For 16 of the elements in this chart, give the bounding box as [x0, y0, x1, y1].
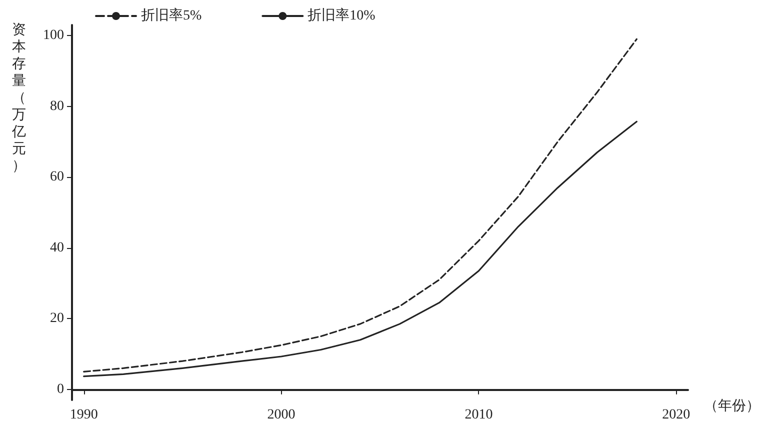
y-tick-label: 40 [50, 240, 64, 256]
y-tick-label: 100 [43, 28, 64, 44]
y-tick-label: 20 [50, 311, 64, 326]
line-series [83, 120, 638, 378]
legend-label: 折旧率5% [141, 8, 202, 24]
text: 资本存量（万亿元） [12, 23, 26, 174]
y-tick-label: 0 [57, 382, 64, 397]
x-tick-label: 2020 [662, 408, 690, 422]
y-tick-label: 80 [50, 98, 64, 114]
x-tick-label: 1990 [70, 408, 98, 422]
legend-label: 折旧率10% [308, 8, 376, 24]
line-series [83, 38, 638, 372]
y-tick-label: 60 [50, 170, 64, 185]
x-axis-title: （年份） [704, 398, 760, 414]
x-tick-label: 2000 [267, 408, 296, 422]
x-tick-label: 2010 [464, 408, 493, 422]
